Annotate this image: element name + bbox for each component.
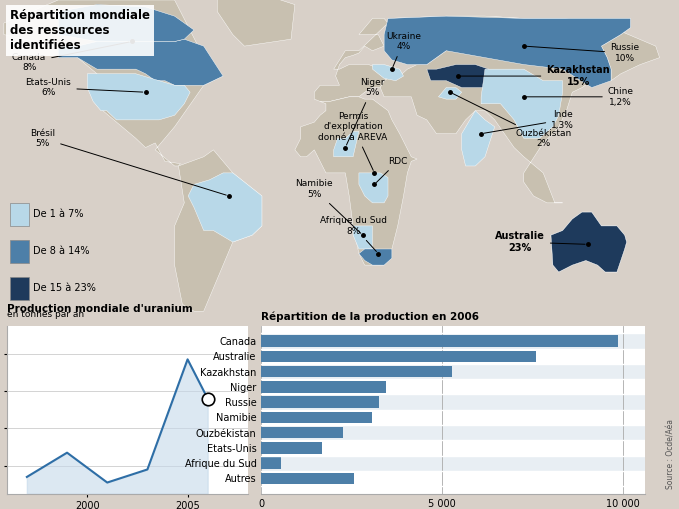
Bar bbox=[261, 351, 536, 362]
Polygon shape bbox=[373, 65, 403, 81]
Polygon shape bbox=[462, 110, 495, 166]
Text: en tonnes par an: en tonnes par an bbox=[7, 310, 84, 319]
Bar bbox=[261, 458, 280, 469]
Bar bbox=[10, 276, 29, 300]
Polygon shape bbox=[333, 131, 359, 157]
Text: Afrique du Sud
8%: Afrique du Sud 8% bbox=[320, 216, 386, 251]
Polygon shape bbox=[88, 74, 190, 120]
Text: Source : Ocde/Aéa: Source : Ocde/Aéa bbox=[667, 418, 676, 489]
Polygon shape bbox=[359, 249, 392, 265]
Polygon shape bbox=[217, 0, 295, 46]
Bar bbox=[261, 473, 354, 484]
Bar bbox=[261, 442, 322, 454]
Text: Chine
1,2%: Chine 1,2% bbox=[527, 87, 634, 106]
Polygon shape bbox=[481, 69, 563, 138]
Text: Kazakhstan
15%: Kazakhstan 15% bbox=[460, 65, 610, 87]
Text: Brésil
5%: Brésil 5% bbox=[30, 129, 226, 195]
Polygon shape bbox=[439, 88, 462, 99]
Polygon shape bbox=[353, 226, 373, 249]
Polygon shape bbox=[359, 173, 388, 203]
Bar bbox=[261, 412, 372, 423]
Bar bbox=[261, 471, 645, 486]
Text: De 1 à 7%: De 1 à 7% bbox=[33, 209, 84, 219]
Polygon shape bbox=[314, 18, 392, 101]
Bar bbox=[261, 366, 452, 377]
Bar bbox=[261, 381, 386, 392]
Text: Inde
1,3%: Inde 1,3% bbox=[484, 110, 574, 133]
Polygon shape bbox=[551, 212, 627, 272]
Bar bbox=[261, 425, 645, 440]
Text: Production mondiale d'uranium: Production mondiale d'uranium bbox=[7, 304, 193, 314]
Text: Canada
8%: Canada 8% bbox=[12, 42, 129, 72]
Text: Ukraine
4%: Ukraine 4% bbox=[386, 32, 421, 67]
Bar bbox=[261, 397, 380, 408]
Text: Etats-Unis
6%: Etats-Unis 6% bbox=[26, 78, 143, 97]
Polygon shape bbox=[551, 212, 627, 272]
Bar bbox=[261, 410, 645, 425]
Text: Ouzbékistan
2%: Ouzbékistan 2% bbox=[453, 94, 571, 148]
Polygon shape bbox=[295, 97, 417, 265]
Text: Australie
23%: Australie 23% bbox=[495, 231, 585, 253]
Bar bbox=[261, 379, 645, 394]
Text: De 15 à 23%: De 15 à 23% bbox=[33, 283, 96, 293]
Bar bbox=[261, 335, 619, 347]
Text: Répartition mondiale
des ressources
identifiées: Répartition mondiale des ressources iden… bbox=[10, 9, 149, 52]
Bar bbox=[261, 333, 645, 349]
Polygon shape bbox=[4, 0, 223, 166]
Bar bbox=[261, 456, 645, 471]
Polygon shape bbox=[388, 16, 659, 81]
Text: Permis
d'exploration
donné à AREVA: Permis d'exploration donné à AREVA bbox=[318, 112, 388, 171]
Text: RDC: RDC bbox=[376, 157, 407, 182]
Bar bbox=[261, 349, 645, 364]
Text: Namibie
5%: Namibie 5% bbox=[295, 179, 361, 233]
Bar bbox=[10, 240, 29, 263]
Text: De 8 à 14%: De 8 à 14% bbox=[33, 246, 90, 256]
Text: Répartition de la production en 2006: Répartition de la production en 2006 bbox=[261, 312, 479, 322]
Text: Niger
5%: Niger 5% bbox=[346, 78, 385, 145]
Polygon shape bbox=[427, 65, 489, 88]
Polygon shape bbox=[58, 5, 194, 42]
Bar bbox=[261, 364, 645, 379]
Bar bbox=[10, 203, 29, 226]
Polygon shape bbox=[384, 16, 631, 88]
Bar bbox=[261, 394, 645, 410]
Polygon shape bbox=[58, 39, 223, 86]
Polygon shape bbox=[175, 150, 262, 311]
Polygon shape bbox=[380, 16, 611, 203]
Bar bbox=[261, 440, 645, 456]
Polygon shape bbox=[188, 173, 262, 242]
Text: Russie
10%: Russie 10% bbox=[527, 43, 639, 63]
Bar bbox=[261, 427, 343, 438]
